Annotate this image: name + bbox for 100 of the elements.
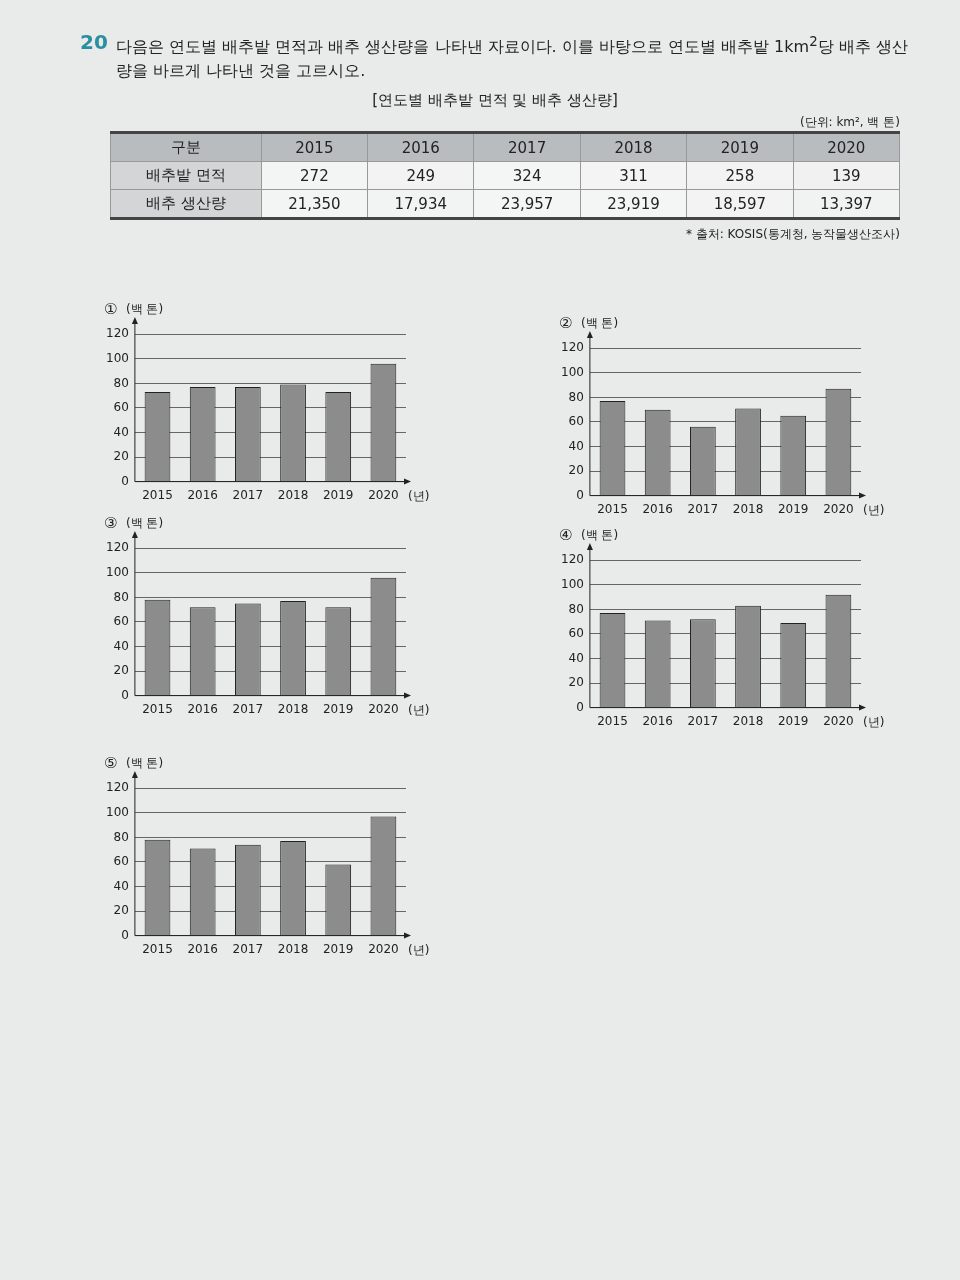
y-tick-label: 60	[113, 614, 129, 629]
y-tick-label: 배추밭 면적	[110, 161, 262, 190]
y-tick-label: 120	[561, 552, 584, 567]
x-tick-label: 2020	[823, 501, 854, 516]
x-axis-title: (년)	[863, 715, 885, 730]
chart-title: ⑤	[104, 753, 118, 772]
y-tick-label: 80	[568, 389, 584, 404]
y-axis-title: (백 톤)	[581, 316, 619, 331]
data-label: 249	[367, 161, 474, 190]
y-tick-label: 20	[568, 675, 584, 690]
chart-title: 다음은 연도별 배추밭 면적과 배추 생산량을 나타낸 자료이다. 이를 바탕으로 연도별 배추밭 1km$^{2}$당 배추 생산량을 바르게 나타낸 것을 고르시오.	[116, 34, 908, 81]
x-tick-label: 2017	[687, 713, 719, 728]
data-label: 272	[261, 161, 368, 190]
x-tick-label: 2018	[277, 941, 309, 956]
y-tick-label: 20	[568, 463, 584, 478]
x-tick-label: 2016	[187, 487, 218, 502]
y-tick-label: 80	[113, 829, 129, 844]
x-tick-label: 2015	[261, 132, 368, 162]
text: (단위: km², 백 톤)	[798, 114, 900, 132]
x-tick-label: 2019	[777, 713, 809, 728]
chart-title: ①	[104, 299, 118, 318]
y-tick-label: 100	[106, 804, 129, 819]
x-tick-label: 2019	[322, 487, 354, 502]
x-tick-label: 2016	[187, 701, 218, 716]
y-axis-title: (백 톤)	[126, 516, 164, 531]
y-tick-label: 20	[113, 903, 129, 918]
y-tick-label: 20	[113, 663, 129, 678]
data-label: 324	[473, 161, 581, 190]
y-tick-label: 120	[106, 540, 129, 555]
x-tick-label: 2017	[687, 501, 719, 516]
y-tick-label: 40	[568, 650, 584, 665]
y-tick-label: 0	[576, 487, 584, 502]
x-tick-label: 2016	[642, 713, 673, 728]
x-tick-label: 2016	[187, 941, 218, 956]
data-label: 311	[580, 161, 687, 190]
y-tick-label: 0	[121, 473, 129, 488]
x-tick-label: 2020	[793, 132, 900, 162]
x-tick-label: 2018	[277, 701, 309, 716]
y-tick-label: 20	[113, 449, 129, 464]
x-tick-label: 2019	[322, 701, 354, 716]
x-tick-label: 2019	[686, 132, 794, 162]
y-tick-label: 80	[113, 589, 129, 604]
x-tick-label: 2020	[368, 701, 399, 716]
y-axis-title: (백 톤)	[126, 756, 164, 771]
x-tick-label: 2018	[277, 487, 309, 502]
text: 20	[80, 30, 108, 54]
y-tick-label: 40	[568, 438, 584, 453]
data-label: 23,957	[473, 189, 581, 219]
text: * 출처: KOSIS(통계청, 농작물생산조사)	[684, 226, 900, 244]
y-tick-label: 40	[113, 638, 129, 653]
y-tick-label: 배추 생산량	[110, 189, 262, 219]
x-axis-title: (년)	[863, 503, 885, 518]
y-tick-label: 0	[576, 699, 584, 714]
x-tick-label: 2020	[368, 941, 399, 956]
x-tick-label: 2017	[232, 941, 264, 956]
y-tick-label: 0	[121, 687, 129, 702]
data-label: 13,397	[793, 189, 900, 219]
y-tick-label: 100	[561, 364, 584, 379]
x-tick-label: 2016	[642, 501, 673, 516]
y-tick-label: 120	[561, 340, 584, 355]
x-tick-label: 2015	[597, 501, 628, 516]
chart-title: ④	[559, 525, 573, 544]
x-tick-label: 2017	[232, 487, 264, 502]
y-tick-label: 120	[106, 326, 129, 341]
y-tick-label: 100	[561, 576, 584, 591]
y-tick-label: 60	[113, 400, 129, 415]
y-tick-label: 80	[113, 375, 129, 390]
chart-title: ③	[104, 513, 118, 532]
data-label: 23,919	[580, 189, 687, 219]
x-tick-label: 2015	[142, 941, 173, 956]
x-axis-title: (년)	[408, 943, 430, 958]
y-axis-title: 구분	[110, 132, 262, 162]
x-tick-label: 2015	[597, 713, 628, 728]
y-axis-title: (백 톤)	[126, 302, 164, 317]
y-tick-label: 120	[106, 780, 129, 795]
y-tick-label: 100	[106, 350, 129, 365]
y-tick-label: 40	[113, 878, 129, 893]
chart-subtitle: [연도별 배추밭 면적 및 배추 생산량]	[371, 91, 619, 111]
x-axis-title: (년)	[408, 703, 430, 718]
x-tick-label: 2017	[473, 132, 581, 162]
x-tick-label: 2019	[322, 941, 354, 956]
x-tick-label: 2015	[142, 701, 173, 716]
y-axis-title: (백 톤)	[581, 528, 619, 543]
data-label: 258	[686, 161, 794, 190]
x-tick-label: 2019	[777, 501, 809, 516]
y-tick-label: 60	[113, 854, 129, 869]
y-tick-label: 0	[121, 927, 129, 942]
x-axis-title: (년)	[408, 489, 430, 504]
x-tick-label: 2016	[367, 132, 474, 162]
x-tick-label: 2018	[732, 501, 764, 516]
data-label: 18,597	[686, 189, 794, 219]
x-tick-label: 2020	[823, 713, 854, 728]
y-tick-label: 60	[568, 414, 584, 429]
y-tick-label: 100	[106, 564, 129, 579]
data-label: 139	[793, 161, 900, 190]
y-tick-label: 80	[568, 601, 584, 616]
data-label: 17,934	[367, 189, 474, 219]
x-tick-label: 2018	[732, 713, 764, 728]
data-label: 21,350	[261, 189, 368, 219]
x-tick-label: 2020	[368, 487, 399, 502]
